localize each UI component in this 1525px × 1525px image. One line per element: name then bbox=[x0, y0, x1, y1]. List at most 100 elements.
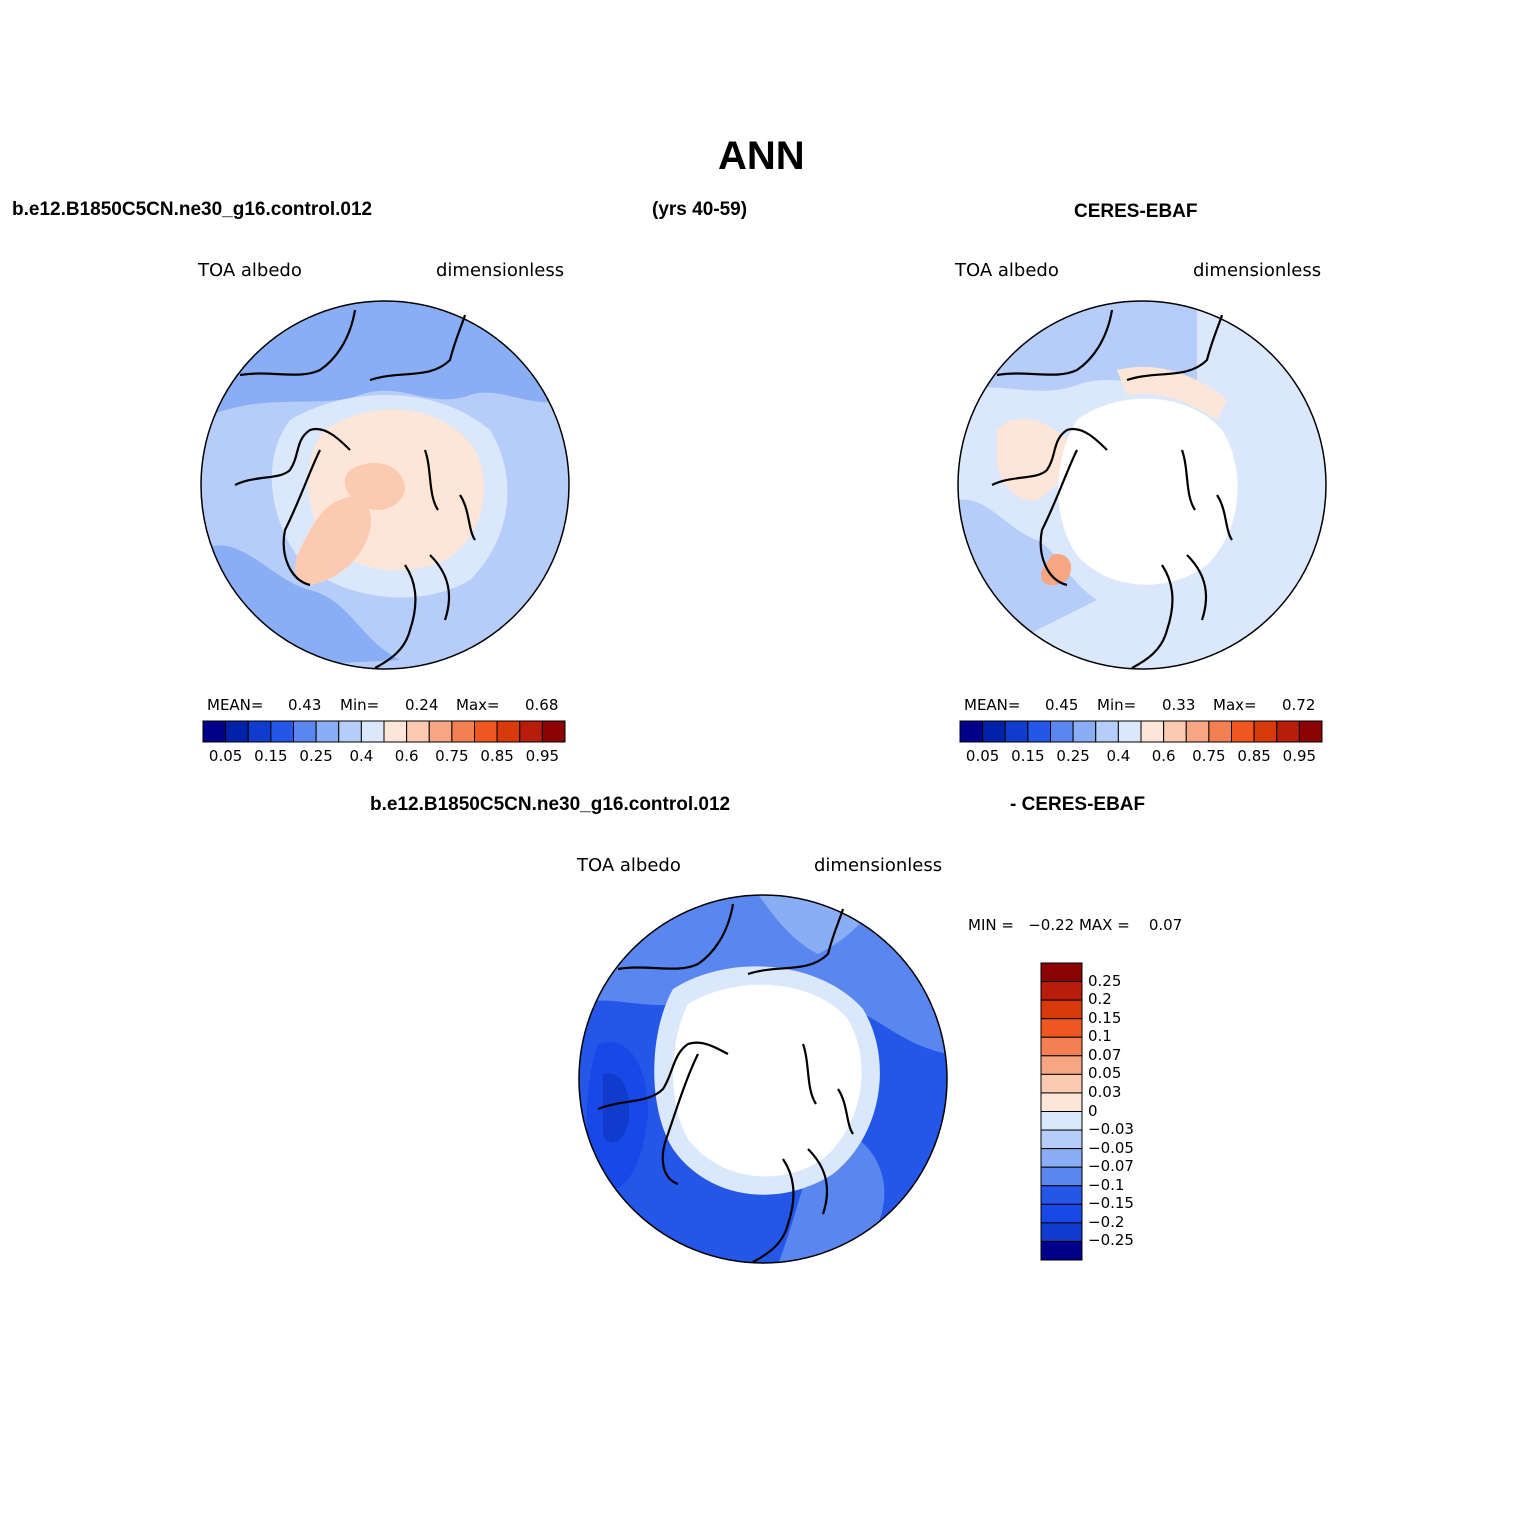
colorbar-swatch bbox=[1004, 720, 1029, 743]
panel1-max: 0.68 bbox=[525, 696, 559, 714]
panel2-units: dimensionless bbox=[1193, 260, 1322, 281]
colorbar-tick-label: 0.03 bbox=[1088, 1082, 1122, 1101]
colorbar-tick-label: 0.05 bbox=[965, 747, 1000, 765]
colorbar-swatch bbox=[1140, 720, 1165, 743]
panel2-mean: 0.45 bbox=[1045, 696, 1079, 714]
colorbar-swatch bbox=[1276, 720, 1300, 743]
colorbar-swatch bbox=[1040, 1129, 1083, 1150]
colorbar-swatch bbox=[959, 720, 984, 743]
model-coastlines bbox=[234, 309, 476, 669]
colorbar-swatch bbox=[1208, 720, 1232, 743]
model-map-border bbox=[200, 300, 570, 670]
colorbar-tick-label: 0.95 bbox=[1282, 747, 1317, 765]
colorbar-swatch bbox=[1040, 1018, 1083, 1038]
panel2-variable: TOA albedo bbox=[955, 260, 1059, 281]
colorbar-tick-label: 0.4 bbox=[349, 747, 374, 765]
colorbar-swatch bbox=[225, 720, 249, 743]
colorbar-tick-label: 0.2 bbox=[1088, 990, 1112, 1009]
panel2-min: 0.33 bbox=[1162, 696, 1196, 714]
obs-map bbox=[957, 300, 1327, 670]
colorbar-tick-label: 0.15 bbox=[1011, 747, 1045, 765]
colorbar-swatch bbox=[1163, 720, 1187, 743]
colorbar-swatch bbox=[360, 720, 385, 743]
colorbar-tick-label: 0.05 bbox=[208, 747, 243, 765]
colorbar-tick-label: 0.25 bbox=[1088, 971, 1122, 990]
colorbar-swatch bbox=[1040, 962, 1083, 983]
obs-colorbar bbox=[959, 720, 1323, 743]
diff-minmax: MIN = −0.22 MAX = 0.07 bbox=[968, 916, 1183, 934]
colorbar-swatch bbox=[1050, 720, 1074, 743]
panel1-min: 0.24 bbox=[405, 696, 439, 714]
obs-coastlines bbox=[991, 309, 1233, 669]
colorbar-tick-label: −0.25 bbox=[1088, 1231, 1134, 1250]
colorbar-swatch bbox=[1095, 720, 1119, 743]
page-title: ANN bbox=[718, 134, 805, 178]
colorbar-swatch bbox=[428, 720, 453, 743]
colorbar-swatch bbox=[1185, 720, 1210, 743]
colorbar-swatch bbox=[383, 720, 408, 743]
colorbar-tick-label: 0.15 bbox=[1088, 1008, 1122, 1027]
diff-map bbox=[578, 894, 948, 1264]
diff-header-right: - CERES-EBAF bbox=[1010, 794, 1146, 815]
colorbar-swatch bbox=[1040, 1036, 1083, 1057]
diff-units: dimensionless bbox=[814, 855, 943, 876]
colorbar-tick-label: 0 bbox=[1088, 1101, 1098, 1120]
panel2-mean-label: MEAN= bbox=[964, 696, 1021, 714]
colorbar-swatch bbox=[451, 720, 475, 743]
colorbar-tick-label: −0.03 bbox=[1088, 1120, 1134, 1139]
colorbar-swatch bbox=[338, 720, 362, 743]
colorbar-tick-label: −0.15 bbox=[1088, 1194, 1134, 1213]
colorbar-swatch bbox=[293, 720, 317, 743]
colorbar-swatch bbox=[1040, 1055, 1083, 1075]
colorbar-swatch bbox=[519, 720, 543, 743]
colorbar-swatch bbox=[474, 720, 498, 743]
panel1-mean: 0.43 bbox=[288, 696, 322, 714]
colorbar-tick-label: −0.1 bbox=[1088, 1175, 1125, 1194]
colorbar-swatch bbox=[1231, 720, 1255, 743]
colorbar-swatch bbox=[1040, 999, 1083, 1020]
colorbar-tick-label: −0.05 bbox=[1088, 1138, 1134, 1157]
panel1-units: dimensionless bbox=[436, 260, 565, 281]
model-mid-band bbox=[201, 301, 569, 420]
colorbar-tick-label: 0.95 bbox=[525, 747, 560, 765]
colorbar-swatch bbox=[1040, 981, 1083, 1001]
colorbar-swatch bbox=[1027, 720, 1051, 743]
colorbar-swatch bbox=[1040, 1092, 1083, 1112]
obs-name: CERES-EBAF bbox=[1074, 201, 1198, 222]
colorbar-tick-label: 0.85 bbox=[1237, 747, 1271, 765]
colorbar-tick-label: −0.2 bbox=[1088, 1212, 1125, 1231]
panel1-variable: TOA albedo bbox=[198, 260, 302, 281]
colorbar-swatch bbox=[406, 720, 430, 743]
colorbar-swatch bbox=[1298, 720, 1323, 743]
colorbar-tick-label: 0.4 bbox=[1106, 747, 1131, 765]
diff-variable: TOA albedo bbox=[577, 855, 681, 876]
panel1-mean-label: MEAN= bbox=[207, 696, 264, 714]
colorbar-swatch bbox=[1040, 1185, 1083, 1205]
colorbar-tick-label: 0.07 bbox=[1088, 1045, 1122, 1064]
panel1-max-label: Max= bbox=[456, 696, 500, 714]
colorbar-tick-label: 0.75 bbox=[1192, 747, 1226, 765]
colorbar-swatch bbox=[247, 720, 272, 743]
colorbar-tick-label: 0.15 bbox=[254, 747, 288, 765]
colorbar-swatch bbox=[1040, 1203, 1083, 1224]
years-label: (yrs 40-59) bbox=[652, 199, 748, 220]
panel1-min-label: Min= bbox=[340, 696, 380, 714]
model-greenland bbox=[295, 496, 371, 585]
colorbar-swatch bbox=[270, 720, 294, 743]
colorbar-swatch bbox=[1040, 1148, 1083, 1168]
diff-header-left: b.e12.B1850C5CN.ne30_g16.control.012 bbox=[370, 794, 731, 815]
obs-pole-gap bbox=[1058, 398, 1238, 585]
model-map bbox=[200, 300, 570, 670]
colorbar-swatch bbox=[1040, 1166, 1083, 1187]
obs-map-border bbox=[957, 300, 1327, 670]
colorbar-swatch bbox=[1040, 1073, 1083, 1094]
diff-coastlines bbox=[597, 903, 854, 1263]
colorbar-swatch bbox=[541, 720, 566, 743]
colorbar-tick-label: 0.6 bbox=[1151, 747, 1176, 765]
colorbar-swatch bbox=[496, 720, 521, 743]
colorbar-tick-label: 0.1 bbox=[1088, 1027, 1112, 1046]
panel2-max: 0.72 bbox=[1282, 696, 1316, 714]
colorbar-tick-label: −0.07 bbox=[1088, 1157, 1134, 1176]
colorbar-swatch bbox=[1040, 1222, 1083, 1242]
diff-map-border bbox=[578, 894, 948, 1264]
